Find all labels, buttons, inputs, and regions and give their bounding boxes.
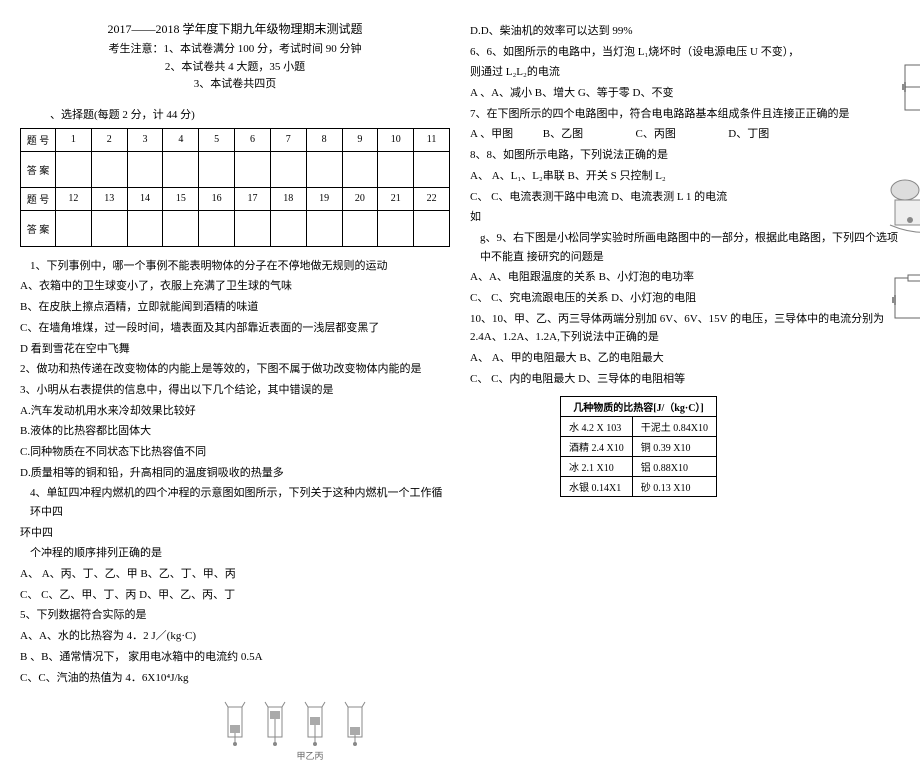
r6b: B、乙图: [543, 125, 633, 144]
q2: 2、做功和热传递在改变物体的内能上是等效的，下图不属于做功改变物体内能的是: [20, 360, 450, 379]
r6: A 、甲图 B、乙图 C、丙图 D、丁图: [470, 125, 900, 144]
q4-line2: 环中四: [20, 524, 450, 543]
heat-cell: 铜 0.39 X10: [632, 437, 716, 457]
r8b: C、 C、究电流跟电压的关系 D、小灯泡的电阻: [470, 289, 900, 308]
r3: 则通过 L₂L₂的电流: [470, 63, 900, 82]
q5: 5、下列数据符合实际的是: [20, 606, 450, 625]
cell: 7: [270, 128, 306, 151]
circuit-diagram-icon: V: [890, 270, 920, 330]
r7e: 如: [470, 208, 900, 227]
note-1: 考生注意：1、本试卷满分 100 分，考试时间 90 分钟: [20, 41, 450, 59]
q4b: 个冲程的顺序排列正确的是: [20, 544, 450, 563]
heat-cell: 铝 0.88X10: [632, 457, 716, 477]
q5a: A、A、水的比热容为 4．2 J／(kg·C): [20, 627, 450, 646]
heat-cell: 酒精 2.4 X10: [561, 437, 633, 457]
piston-diagram-row: [220, 697, 450, 747]
cell: 18: [270, 187, 306, 210]
cell: 5: [199, 128, 235, 151]
q3c: C.同种物质在不同状态下比热容值不同: [20, 443, 450, 462]
cell: 16: [199, 187, 235, 210]
q3: 3、小明从右表提供的信息中，得出以下几个结论，其中错误的是: [20, 381, 450, 400]
cell: 6: [235, 128, 271, 151]
r7c: C、 C、电流表测干路中电流 D、电流表测 L 1 的电流: [470, 188, 900, 207]
heat-cell: 砂 0.13 X10: [632, 477, 716, 497]
note-2: 2、本试卷共 4 大题，35 小题: [20, 59, 450, 77]
heat-cell: 水 4.2 X 103: [561, 417, 633, 437]
r7: 8、8、如图所示电路，下列说法正确的是: [470, 146, 900, 165]
r5: 7、在下图所示的四个电路图中，符合电电路路基本组成条件且连接正正确的是: [470, 105, 900, 124]
heat-cell: 水银 0.14X1: [561, 477, 633, 497]
row-label: 题 号: [21, 187, 56, 210]
q1a: A、衣箱中的卫生球变小了，衣服上充满了卫生球的气味: [20, 277, 450, 296]
cell: 8: [306, 128, 342, 151]
cell: 10: [378, 128, 414, 151]
r8: g、9、右下图是小松同学实验时所画电路图中的一部分，根据此电路图，下列四个选项中…: [470, 229, 900, 266]
heat-cell: 冰 2.1 X10: [561, 457, 633, 477]
r6c: C、丙图: [636, 125, 726, 144]
piston-icon: [300, 697, 330, 747]
row-label: 题 号: [21, 128, 56, 151]
cell: 20: [342, 187, 378, 210]
q4: 4、单缸四冲程内燃机的四个冲程的示意图如图所示，下列关于这种内燃机一个工作循环中…: [20, 484, 450, 521]
section-a-head: 、选择题(每题 2 分，计 44 分): [50, 106, 450, 122]
q4A: A、 A、丙、丁、乙、甲 B、乙、丁、甲、丙: [20, 565, 450, 584]
cell: 21: [378, 187, 414, 210]
cell: 11: [414, 128, 450, 151]
cell: 22: [414, 187, 450, 210]
r9a: A、 A、甲的电阻最大 B、乙的电阻最大: [470, 349, 900, 368]
q3b: B.液体的比热容都比固体大: [20, 422, 450, 441]
ammeter-diagram-icon: [880, 170, 920, 240]
r1: D.D、柴油机的效率可以达到 99%: [470, 22, 900, 41]
piston-labels: 甲乙丙: [260, 749, 360, 762]
heat-title: 几种物质的比热容[J/（kg·C）]: [561, 397, 717, 417]
cell: 1: [56, 128, 92, 151]
q3a: A.汽车发动机用水来冷却效果比较好: [20, 402, 450, 421]
cell: 4: [163, 128, 199, 151]
row-label: 答 案: [21, 151, 56, 187]
r4: A 、A、减小 B、增大 G、等于零 D、不变: [470, 84, 900, 103]
circuit-diagram-icon: L₁: [900, 60, 920, 120]
exam-title: 2017——2018 学年度下期九年级物理期末测试题: [20, 20, 450, 37]
r6d: D、丁图: [728, 125, 788, 144]
q3d: D.质量相等的铜和铅，升高相同的温度铜吸收的热量多: [20, 464, 450, 483]
row-label: 答 案: [21, 210, 56, 246]
q1b: B、在皮肤上擦点酒精，立即就能闻到酒精的味道: [20, 298, 450, 317]
note-3: 3、本试卷共四页: [20, 76, 450, 94]
cell: 2: [91, 128, 127, 151]
q5c: C、C、汽油的热值为 4．6X10⁴J/kg: [20, 669, 450, 688]
piston-icon: [220, 697, 250, 747]
piston-icon: [340, 697, 370, 747]
cell: 12: [56, 187, 92, 210]
r7a: A、 A、L₁、L₂串联 B、开关 S 只控制 L₂: [470, 167, 900, 186]
answer-table: 题 号 1 2 3 4 5 6 7 8 9 10 11 答 案 题 号 12 1…: [20, 128, 450, 247]
r6a: A 、甲图: [470, 125, 540, 144]
r2: 6、6、如图所示的电路中，当灯泡 L₁烧坏时（设电源电压 U 不变），: [470, 43, 900, 62]
cell: 9: [342, 128, 378, 151]
cell: 19: [306, 187, 342, 210]
cell: 3: [127, 128, 163, 151]
r9b: C、 C、内的电阻最大 D、三导体的电阻相等: [470, 370, 900, 389]
r8a: A、A、电阻跟温度的关系 B、小灯泡的电功率: [470, 268, 900, 287]
heat-capacity-table: 几种物质的比热容[J/（kg·C）] 水 4.2 X 103干泥土 0.84X1…: [560, 396, 717, 497]
q1c: C、在墙角堆煤，过一段时间，墙表面及其内部靠近表面的一浅层都变黑了: [20, 319, 450, 338]
q5b: B 、B、通常情况下， 家用电冰箱中的电流约 0.5A: [20, 648, 450, 667]
r9: 10、10、甲、乙、丙三导体两端分别加 6V、6V、15V 的电压，三导体中的电…: [470, 310, 900, 347]
heat-cell: 干泥土 0.84X10: [632, 417, 716, 437]
piston-icon: [260, 697, 290, 747]
cell: 15: [163, 187, 199, 210]
cell: 14: [127, 187, 163, 210]
q1d: D 看到雪花在空中飞舞: [20, 340, 450, 359]
q1: 1、下列事例中，哪一个事例不能表明物体的分子在不停地做无规则的运动: [20, 257, 450, 276]
cell: 13: [91, 187, 127, 210]
q4C: C、 C、乙、甲、丁、丙 D、甲、乙、丙、丁: [20, 586, 450, 605]
cell: 17: [235, 187, 271, 210]
